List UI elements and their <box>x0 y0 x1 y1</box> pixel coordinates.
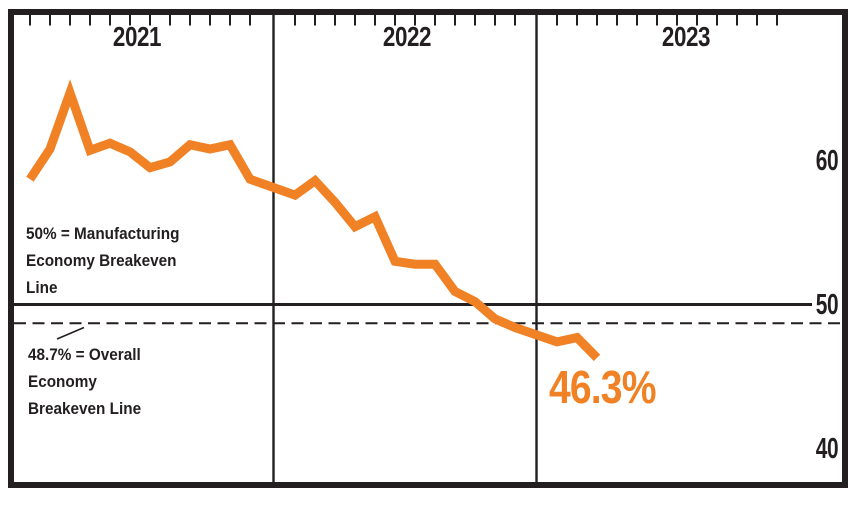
y-axis-label-40-text: 40 <box>815 432 838 465</box>
y-axis-label-50-text: 50 <box>815 288 838 321</box>
year-label-2021: 2021 <box>107 23 167 51</box>
year-label-2023: 2023 <box>656 23 716 51</box>
annotation-pointer-line <box>56 326 85 340</box>
year-label-2022: 2022 <box>377 23 437 51</box>
manufacturing-breakeven-note: 50% = Manufacturing Economy Breakeven Li… <box>26 224 180 297</box>
month-tick-marks <box>29 15 778 26</box>
overall-breakeven-note: 48.7% = Overall Economy Breakeven Line <box>28 345 142 418</box>
year-label-2021-text: 2021 <box>112 21 162 52</box>
pmi-line <box>26 79 601 361</box>
year-label-2023-text: 2023 <box>661 21 711 52</box>
year-divider-lines <box>272 15 538 482</box>
year-label-2022-text: 2022 <box>382 21 432 52</box>
latest-value-label: 46.3% <box>549 361 656 413</box>
y-axis-label-60-text: 60 <box>815 144 838 177</box>
y-axis-label-40: 40 <box>807 434 838 464</box>
chart-border <box>8 9 848 488</box>
y-axis-label-50: 50 <box>807 290 838 320</box>
y-axis-label-60: 60 <box>807 146 838 176</box>
